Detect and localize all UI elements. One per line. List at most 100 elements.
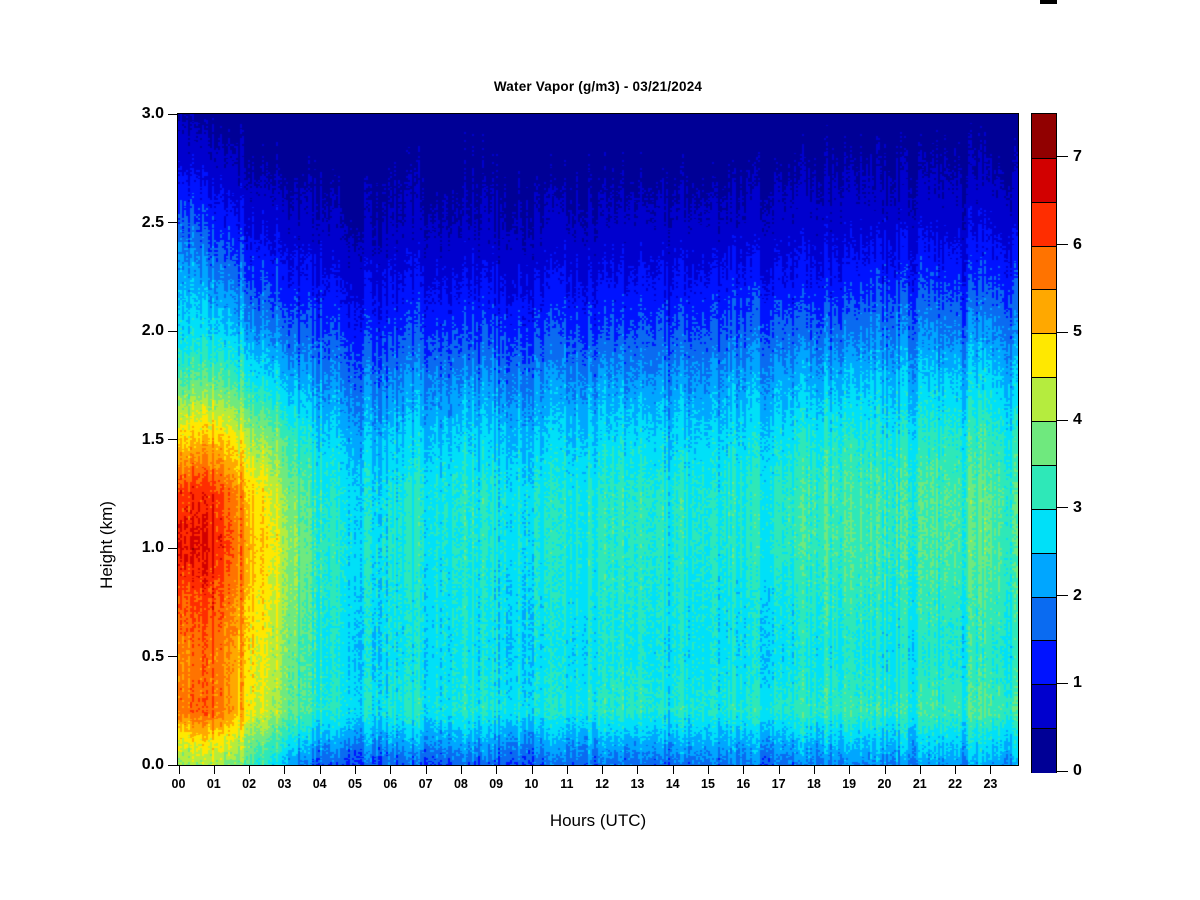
y-tick-label: 3.0 bbox=[141, 105, 164, 122]
y-tick-label: 0.5 bbox=[141, 647, 164, 665]
x-tick-mark bbox=[919, 766, 921, 774]
x-tick-mark bbox=[884, 766, 886, 774]
colorbar-segment bbox=[1032, 684, 1056, 730]
colorbar-segment bbox=[1032, 157, 1056, 203]
colorbar-tick-mark bbox=[1057, 595, 1068, 597]
y-tick-label: 0.0 bbox=[141, 756, 164, 773]
heatmap-plot-area bbox=[177, 113, 1019, 766]
x-tick-mark bbox=[178, 766, 180, 774]
colorbar-tick-label: 7 bbox=[1073, 147, 1082, 165]
x-tick-label: 21 bbox=[912, 777, 927, 791]
x-tick-label: 11 bbox=[560, 777, 574, 791]
x-tick-label: 13 bbox=[630, 777, 645, 791]
colorbar-tick-label: 1 bbox=[1073, 674, 1082, 692]
colorbar-segment bbox=[1032, 464, 1056, 510]
colorbar-tick-mark bbox=[1057, 156, 1068, 158]
y-tick-mark bbox=[168, 656, 177, 657]
x-axis-label: Hours (UTC) bbox=[549, 811, 647, 830]
colorbar-tick-mark bbox=[1057, 770, 1068, 772]
colorbar-segment bbox=[1032, 289, 1056, 335]
x-tick-label: 06 bbox=[383, 777, 398, 791]
chart-title: Water Vapor (g/m3) - 03/21/2024 bbox=[493, 79, 703, 94]
x-tick-mark bbox=[743, 766, 745, 774]
colorbar-tick-label: 5 bbox=[1073, 323, 1082, 341]
x-tick-label: 08 bbox=[453, 777, 468, 791]
colorbar-segment bbox=[1032, 421, 1056, 466]
x-tick-mark bbox=[813, 766, 815, 774]
x-tick-mark bbox=[213, 766, 215, 774]
colorbar-segment bbox=[1032, 114, 1056, 158]
x-tick-mark bbox=[955, 766, 957, 774]
x-tick-label: 19 bbox=[842, 777, 857, 791]
y-tick-mark bbox=[168, 439, 177, 440]
x-tick-label: 12 bbox=[595, 777, 610, 791]
x-tick-mark bbox=[990, 766, 992, 774]
x-tick-label: 09 bbox=[489, 777, 504, 791]
x-tick-mark bbox=[390, 766, 392, 774]
colorbar-segment bbox=[1032, 333, 1056, 379]
y-tick-label: 2.5 bbox=[141, 213, 164, 231]
colorbar-tick-mark bbox=[1057, 244, 1068, 246]
colorbar-segment bbox=[1032, 508, 1056, 554]
colorbar-segment bbox=[1032, 552, 1056, 598]
x-tick-label: 00 bbox=[171, 777, 186, 791]
colorbar-tick-label: 2 bbox=[1073, 586, 1082, 604]
x-tick-mark bbox=[778, 766, 780, 774]
x-tick-label: 16 bbox=[736, 777, 751, 791]
colorbar-tick-mark bbox=[1057, 331, 1068, 333]
colorbar bbox=[1031, 113, 1057, 773]
y-axis-label: Height (km) bbox=[97, 501, 116, 589]
x-tick-label: 20 bbox=[877, 777, 892, 791]
colorbar-tick-label: 3 bbox=[1073, 498, 1082, 516]
x-tick-label: 18 bbox=[806, 777, 821, 791]
x-tick-mark bbox=[637, 766, 639, 774]
y-tick-mark bbox=[168, 764, 177, 766]
x-tick-mark bbox=[566, 766, 568, 774]
y-tick-label: 2.0 bbox=[141, 322, 164, 339]
x-tick-label: 15 bbox=[701, 777, 715, 791]
x-tick-label: 03 bbox=[277, 777, 292, 791]
colorbar-tick-mark bbox=[1057, 419, 1068, 421]
colorbar-segment bbox=[1032, 377, 1056, 423]
y-tick-mark bbox=[168, 222, 177, 223]
screen-edge-artifact bbox=[1040, 0, 1057, 4]
x-tick-label: 04 bbox=[312, 777, 327, 791]
y-tick-mark bbox=[168, 113, 177, 115]
x-tick-label: 07 bbox=[418, 777, 433, 791]
heatmap-canvas bbox=[178, 114, 1018, 765]
y-tick-mark bbox=[168, 330, 177, 332]
colorbar-segment bbox=[1032, 201, 1056, 247]
colorbar-tick-label: 0 bbox=[1073, 762, 1082, 779]
x-tick-mark bbox=[672, 766, 674, 774]
x-tick-label: 17 bbox=[771, 777, 786, 791]
x-tick-mark bbox=[425, 766, 427, 774]
colorbar-tick-label: 4 bbox=[1073, 411, 1082, 429]
x-tick-label: 23 bbox=[983, 777, 998, 791]
x-tick-mark bbox=[249, 766, 251, 774]
x-tick-label: 10 bbox=[524, 777, 539, 791]
x-tick-mark bbox=[284, 766, 286, 774]
x-tick-mark bbox=[319, 766, 321, 774]
x-tick-label: 01 bbox=[206, 777, 221, 791]
x-tick-mark bbox=[849, 766, 851, 774]
colorbar-segment bbox=[1032, 728, 1056, 773]
colorbar-segment bbox=[1032, 596, 1056, 642]
colorbar-tick-mark bbox=[1057, 682, 1068, 684]
colorbar-segment bbox=[1032, 640, 1056, 686]
colorbar-segment bbox=[1032, 245, 1056, 291]
x-tick-label: 14 bbox=[665, 777, 680, 791]
x-tick-mark bbox=[531, 766, 533, 774]
colorbar-tick-label: 6 bbox=[1073, 235, 1082, 253]
x-tick-mark bbox=[602, 766, 604, 774]
x-tick-label: 22 bbox=[948, 777, 963, 791]
y-tick-label: 1.5 bbox=[141, 430, 164, 448]
x-tick-mark bbox=[708, 766, 709, 774]
x-tick-mark bbox=[355, 766, 356, 774]
x-tick-mark bbox=[496, 766, 498, 774]
x-tick-mark bbox=[460, 766, 462, 774]
x-tick-label: 05 bbox=[348, 777, 362, 791]
y-tick-label: 1.0 bbox=[141, 539, 164, 556]
y-tick-mark bbox=[168, 547, 177, 549]
x-tick-label: 02 bbox=[242, 777, 257, 791]
